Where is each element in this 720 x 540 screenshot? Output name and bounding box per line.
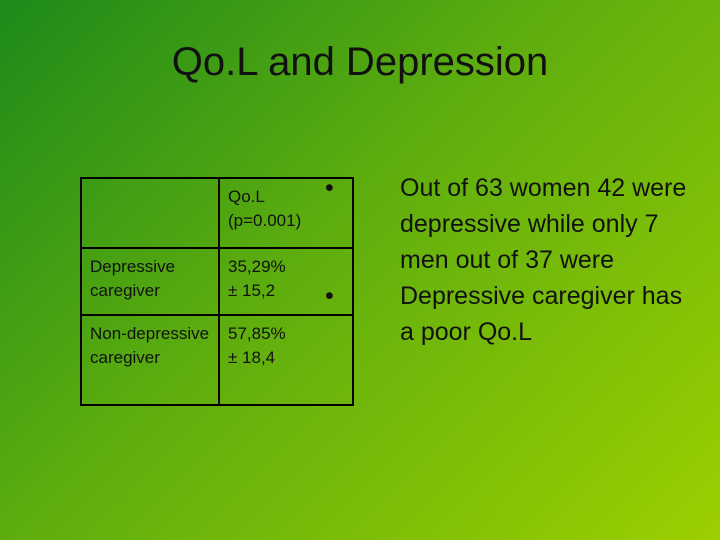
table-header-row: Qo.L (p=0.001) xyxy=(80,177,354,249)
table-row: Depressive caregiver 35,29% ± 15,2 xyxy=(80,247,354,316)
slide-title: Qo.L and Depression xyxy=(171,40,549,84)
data-table: Qo.L (p=0.001) Depressive caregiver 35,2… xyxy=(80,177,354,406)
header-line: (p=0.001) xyxy=(228,211,302,230)
table-row: Non-depressive caregiver 57,85% ± 18,4 xyxy=(80,314,354,406)
bullet-text: Depressive caregiver has a poor Qo.L xyxy=(400,282,683,346)
bullet: Depressive caregiver has a poor Qo.L xyxy=(325,278,695,350)
value-line: ± 18,4 xyxy=(228,348,276,367)
value-line: ± 15,2 xyxy=(228,281,276,300)
bullet-list: Out of 63 women 42 were depressive while… xyxy=(325,170,695,350)
bullet: Out of 63 women 42 were depressive while… xyxy=(325,170,695,278)
empty-cell xyxy=(80,177,220,249)
value-line: 57,85% xyxy=(228,324,286,343)
row-label: Depressive caregiver xyxy=(80,247,220,316)
row-label: Non-depressive caregiver xyxy=(80,314,220,406)
header-line: Qo.L xyxy=(228,187,265,206)
value-line: 35,29% xyxy=(228,257,286,276)
bullet-text: Out of 63 women 42 were depressive while… xyxy=(400,174,687,274)
